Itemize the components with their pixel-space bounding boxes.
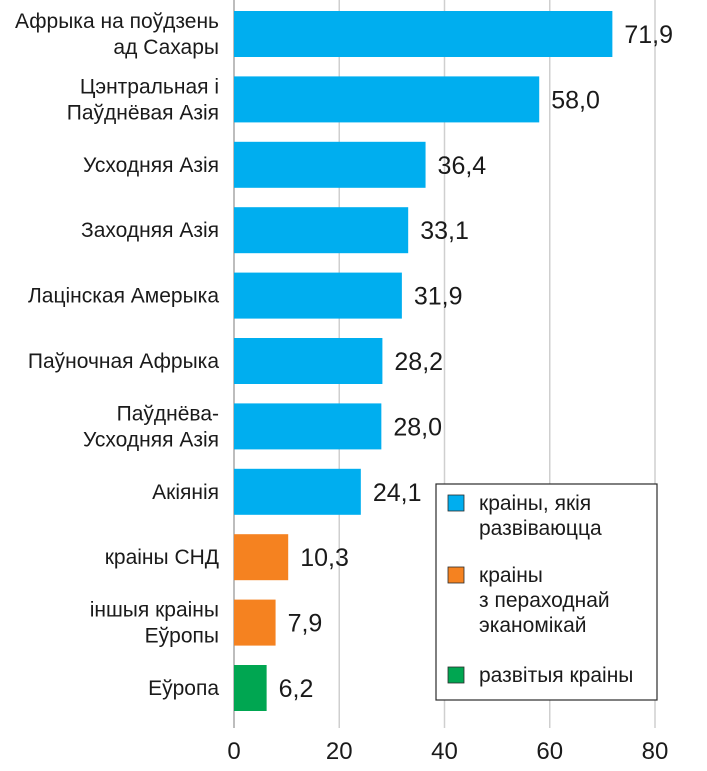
bar xyxy=(234,207,409,254)
value-label: 31,9 xyxy=(414,283,463,311)
value-label: 58,0 xyxy=(551,86,600,114)
x-tick-label: 80 xyxy=(642,738,669,765)
value-label: 71,9 xyxy=(624,21,673,49)
bars xyxy=(234,11,613,711)
category-label: іншыя краіны Еўропы xyxy=(90,599,219,648)
x-tick-label: 0 xyxy=(227,738,240,765)
value-label: 28,0 xyxy=(393,413,442,441)
x-axis-ticks: 0 20 40 60 80 xyxy=(227,738,668,765)
bar xyxy=(234,468,361,515)
category-label: Паўднёва-Усходняя Азія xyxy=(83,402,219,451)
bar xyxy=(234,76,540,123)
legend-label: краіны, якія развіваюцца xyxy=(479,492,602,540)
category-label: Еўропа xyxy=(148,677,219,700)
category-label: Паўночная Афрыка xyxy=(28,350,219,373)
x-tick-label: 20 xyxy=(326,738,353,765)
bar xyxy=(234,534,289,581)
category-label: Заходняя Азія xyxy=(81,219,219,242)
x-tick-label: 60 xyxy=(536,738,563,765)
category-label: Цэнтральная і Паўднёвая Азія xyxy=(67,75,219,124)
category-label: Усходняя Азія xyxy=(83,154,219,177)
category-label: краіны СНД xyxy=(105,546,219,569)
bar xyxy=(234,11,613,57)
legend: краіны, якія развіваюцца краіны з пераходна… xyxy=(435,483,658,701)
value-label: 6,2 xyxy=(279,675,314,703)
value-label: 28,2 xyxy=(394,348,443,376)
bar xyxy=(234,272,402,319)
value-label: 36,4 xyxy=(438,152,487,180)
category-label: Лацінская Амерыка xyxy=(28,285,219,308)
value-label: 10,3 xyxy=(300,544,349,572)
category-label: Акіянія xyxy=(152,481,219,504)
bar xyxy=(234,599,276,646)
category-labels: Афрыка на поўдзень ад Сахары Цэнтральная і… xyxy=(15,10,219,700)
category-label: Афрыка на поўдзень ад Сахары xyxy=(15,10,219,59)
value-labels: 71,9 58,0 36,4 33,1 31,9 28,2 28,0 24,1 10,3 7,9 6… xyxy=(279,21,673,703)
legend-label: краіны з пераходнай эканомікай xyxy=(479,564,610,637)
x-tick-label: 40 xyxy=(431,738,458,765)
legend-swatch xyxy=(447,566,465,584)
bar xyxy=(234,141,426,188)
value-label: 7,9 xyxy=(288,610,323,638)
legend-swatch xyxy=(447,666,465,684)
bar xyxy=(234,403,382,450)
legend-label: развітыя краіны xyxy=(479,664,633,687)
value-label: 33,1 xyxy=(420,217,469,245)
legend-swatch xyxy=(447,494,465,512)
bar xyxy=(234,338,383,384)
legend-box xyxy=(435,483,658,701)
value-label: 24,1 xyxy=(373,479,422,507)
bar xyxy=(234,665,267,711)
